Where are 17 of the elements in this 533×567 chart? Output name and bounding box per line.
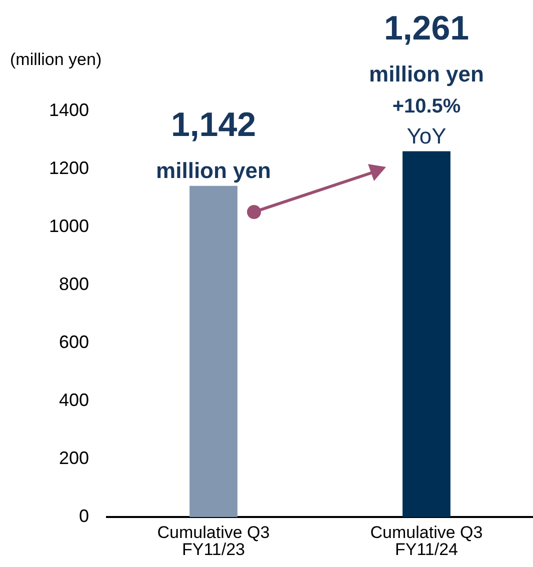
- y-tick-label: 1400: [48, 100, 89, 120]
- y-axis-title: (million yen): [10, 50, 102, 70]
- annotation: YoY: [406, 123, 447, 148]
- annotation: +10.5%: [392, 95, 461, 118]
- y-tick-label: 600: [58, 332, 89, 352]
- y-tick-label: 0: [78, 506, 89, 526]
- data-label: 1,261: [384, 9, 470, 48]
- y-tick-label: 800: [58, 274, 89, 294]
- annotation: million yen: [369, 61, 484, 86]
- y-tick-label: 1200: [48, 158, 89, 178]
- y-tick-label: 1000: [48, 216, 89, 236]
- x-tick-label: Cumulative Q3 FY11/24: [370, 523, 483, 560]
- x-tick-label: Cumulative Q3 FY11/23: [157, 523, 270, 560]
- annotation: million yen: [156, 158, 271, 183]
- y-tick-label: 400: [58, 390, 89, 410]
- y-tick-label: 200: [58, 448, 89, 468]
- data-label: 1,142: [170, 106, 256, 144]
